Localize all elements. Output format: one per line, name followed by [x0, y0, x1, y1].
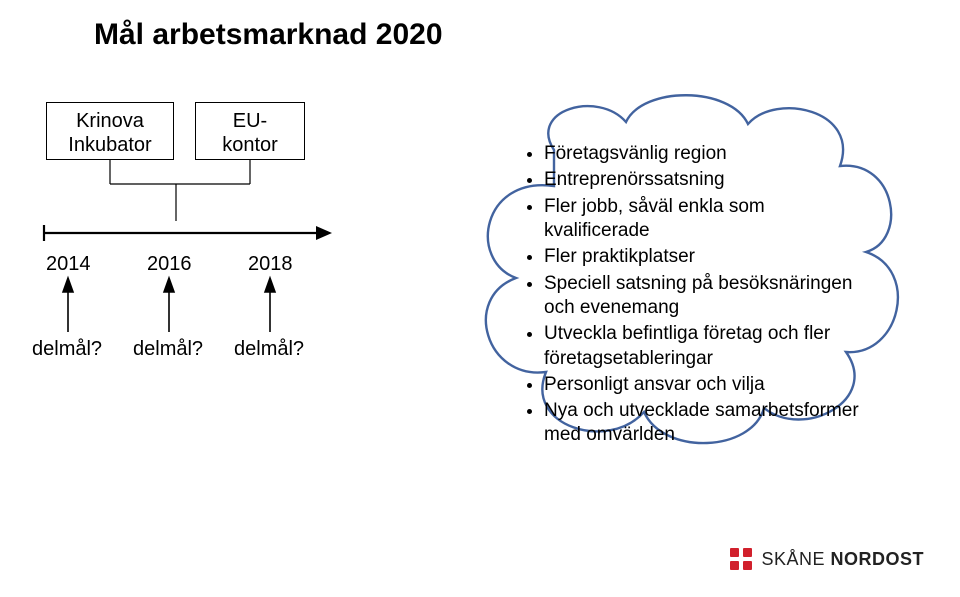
box-krinova-line1: Krinova — [76, 110, 144, 132]
cloud-item: Utveckla befintliga företag och fler för… — [544, 322, 866, 371]
logo: SKÅNE NORDOST — [727, 545, 924, 573]
cloud-item: Fler jobb, såväl enkla som kvalificerade — [544, 195, 866, 244]
cloud-item: Fler praktikplatser — [544, 245, 866, 269]
logo-mark-icon — [727, 545, 755, 573]
logo-text-plain: SKÅNE — [761, 549, 830, 569]
logo-text: SKÅNE NORDOST — [761, 549, 924, 570]
cloud-item: Entreprenörssatsning — [544, 168, 866, 192]
cloud-content: Företagsvänlig region Entreprenörssatsni… — [526, 142, 866, 450]
cloud-item: Speciell satsning på besöksnäringen och … — [544, 272, 866, 321]
year-label-2014: 2014 — [46, 253, 91, 276]
cloud-item: Personligt ansvar och vilja — [544, 373, 866, 397]
cloud-item: Nya och utvecklade samarbetsformer med o… — [544, 399, 866, 448]
box-krinova: Krinova Inkubator — [46, 102, 174, 160]
box-eu-line2: kontor — [222, 134, 278, 156]
box-eu-line1: EU- — [233, 110, 267, 132]
page: Mål arbetsmarknad 2020 Krinova Inkubator… — [0, 0, 960, 597]
delmal-label-3: delmål? — [234, 338, 304, 361]
delmal-label-2: delmål? — [133, 338, 203, 361]
box-eu: EU- kontor — [195, 102, 305, 160]
logo-text-bold: NORDOST — [831, 549, 925, 569]
page-title: Mål arbetsmarknad 2020 — [94, 18, 443, 52]
year-label-2016: 2016 — [147, 253, 192, 276]
cloud: Företagsvänlig region Entreprenörssatsni… — [468, 80, 908, 452]
cloud-list: Företagsvänlig region Entreprenörssatsni… — [526, 142, 866, 448]
year-label-2018: 2018 — [248, 253, 293, 276]
cloud-item: Företagsvänlig region — [544, 142, 866, 166]
delmal-label-1: delmål? — [32, 338, 102, 361]
box-krinova-line2: Inkubator — [68, 134, 151, 156]
